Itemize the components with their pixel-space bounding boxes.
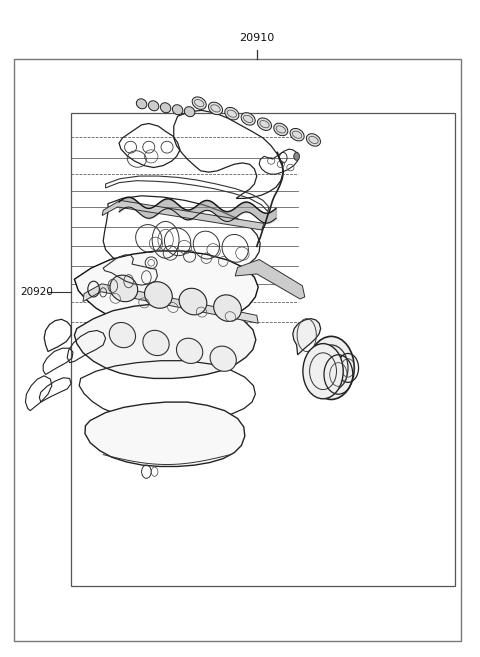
Ellipse shape <box>177 338 203 363</box>
Polygon shape <box>235 260 305 299</box>
Ellipse shape <box>208 102 223 115</box>
Ellipse shape <box>172 104 183 115</box>
Ellipse shape <box>109 323 135 348</box>
Ellipse shape <box>136 99 147 109</box>
Circle shape <box>294 152 300 160</box>
Ellipse shape <box>184 106 195 117</box>
Ellipse shape <box>306 133 321 147</box>
Ellipse shape <box>110 275 138 302</box>
Bar <box>14 59 461 641</box>
Ellipse shape <box>160 102 171 113</box>
Circle shape <box>303 344 343 399</box>
Ellipse shape <box>179 288 207 315</box>
Polygon shape <box>83 284 258 323</box>
Ellipse shape <box>148 101 159 111</box>
Ellipse shape <box>210 346 236 371</box>
Ellipse shape <box>225 107 239 120</box>
Ellipse shape <box>214 295 241 321</box>
Ellipse shape <box>144 282 172 308</box>
Ellipse shape <box>143 330 169 355</box>
Polygon shape <box>74 251 258 328</box>
Circle shape <box>308 336 354 399</box>
Text: 20920: 20920 <box>20 287 53 298</box>
Polygon shape <box>74 304 256 378</box>
Ellipse shape <box>290 128 304 141</box>
Ellipse shape <box>257 118 272 131</box>
Polygon shape <box>293 319 321 355</box>
Polygon shape <box>85 402 245 466</box>
Ellipse shape <box>274 123 288 136</box>
Polygon shape <box>102 200 264 230</box>
Text: 20910: 20910 <box>239 33 275 43</box>
Ellipse shape <box>192 97 206 110</box>
Bar <box>71 113 455 586</box>
Ellipse shape <box>241 112 255 125</box>
